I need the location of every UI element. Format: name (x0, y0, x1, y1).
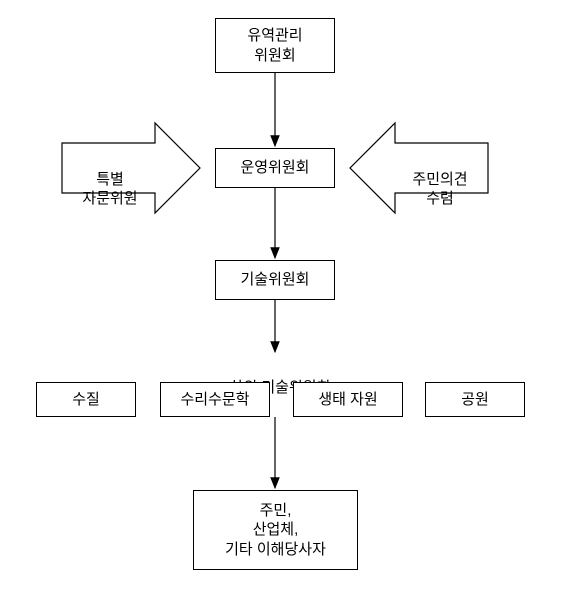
node-sub-hydrology: 수리수문학 (160, 382, 270, 417)
node-label: 기술위원회 (240, 270, 309, 290)
node-stakeholders: 주민, 산업체, 기타 이해당사자 (193, 490, 358, 570)
label-text: 특별 자문위원 (82, 171, 137, 208)
node-label: 유역관리 위원회 (247, 26, 302, 65)
node-label: 생태 자원 (318, 390, 377, 410)
node-tech-committee: 기술위원회 (215, 260, 335, 300)
node-sub-water-quality: 수질 (36, 382, 136, 417)
node-steering-committee: 운영위원회 (215, 148, 335, 188)
node-sub-park: 공원 (425, 382, 525, 417)
node-label: 주민, 산업체, 기타 이해당사자 (225, 501, 326, 560)
node-label: 공원 (461, 390, 489, 410)
node-label: 수리수문학 (180, 390, 249, 410)
node-label: 운영위원회 (240, 158, 309, 178)
node-watershed-committee: 유역관리 위원회 (215, 18, 335, 73)
label-text: 주민의견 수렴 (412, 171, 467, 208)
left-arrow-label: 특별 자문위원 (70, 150, 150, 209)
right-arrow-label: 주민의견 수렴 (400, 150, 480, 209)
node-label: 수질 (72, 390, 100, 410)
node-sub-ecology: 생태 자원 (293, 382, 403, 417)
